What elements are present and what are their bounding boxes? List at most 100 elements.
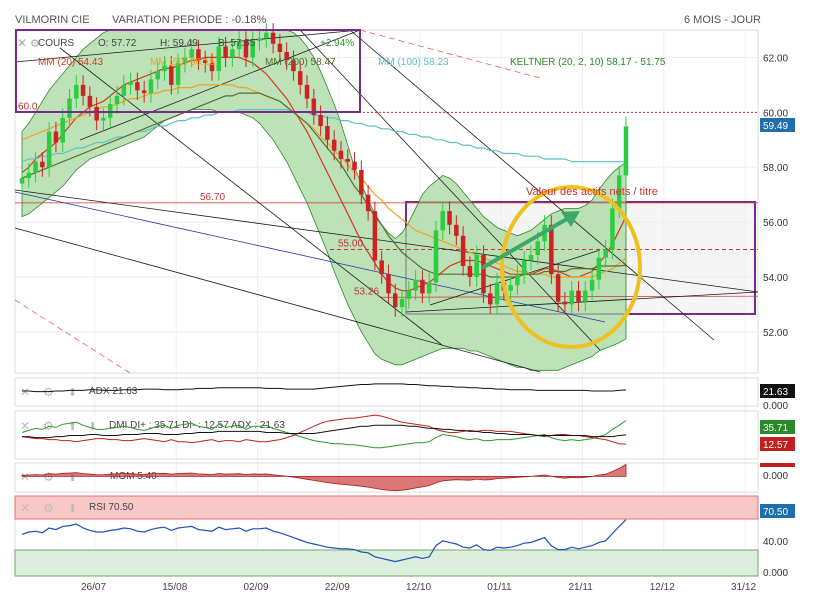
candle-body [535, 241, 541, 256]
candle-body [474, 255, 479, 277]
rsi-close-icon[interactable]: ✕ [20, 501, 30, 515]
last-price-value: 59.49 [763, 121, 788, 132]
candle-body [74, 84, 79, 99]
mom-zero-tick: 0.000 [763, 471, 788, 482]
candle-body [114, 95, 120, 105]
candle-body [467, 265, 473, 277]
dmi-plus-badge [760, 420, 795, 434]
legend-high: H: 59.49 [160, 38, 198, 49]
candle-body [270, 32, 276, 44]
candle-body [284, 51, 289, 61]
level-5326-line [379, 295, 759, 298]
rsi-label: RSI 70.50 [89, 502, 134, 513]
rsi-up-icon[interactable]: ⬆ [68, 503, 77, 515]
candle-body [365, 194, 371, 212]
mom-up-icon[interactable]: ⬆ [68, 472, 77, 484]
trendline [349, 29, 715, 341]
candle-body [406, 290, 412, 299]
candle-body [94, 106, 99, 121]
candle-body [128, 82, 133, 85]
mom-settings-icon[interactable]: ⚙ [43, 470, 54, 484]
candle-body [447, 211, 452, 225]
rsi-settings-icon[interactable]: ⚙ [43, 501, 54, 515]
candle-body [616, 175, 622, 209]
candle-body [250, 40, 255, 58]
adx-badge [760, 384, 795, 398]
rsi-badge [760, 504, 795, 518]
candle-body [223, 46, 228, 58]
dmi-panel-frame [14, 410, 759, 460]
legend-open: O: 57.72 [98, 38, 137, 49]
dmi-close-icon[interactable]: ✕ [20, 419, 30, 433]
candle-body [576, 290, 581, 302]
adx-close-icon[interactable]: ✕ [20, 385, 30, 399]
dmi-down-icon[interactable]: ⬇ [88, 421, 97, 433]
rsi-badge-value: 70.50 [763, 507, 788, 518]
y-tick-label: 58.00 [763, 163, 788, 174]
candle-body [264, 32, 269, 39]
candle-body [549, 224, 554, 275]
candle-body [40, 161, 45, 168]
candle-body [46, 131, 52, 168]
legend-keltner: KELTNER (20, 2, 10) 58.17 - 51.75 [510, 57, 666, 68]
legend-cours: COURS [38, 38, 74, 49]
trendline [14, 227, 541, 373]
candle-body [236, 40, 242, 50]
legend-mm50: MM (50) 56.15 [150, 57, 215, 68]
candle-body [420, 279, 425, 294]
candle-body [528, 255, 534, 261]
period-selector[interactable]: 6 MOIS - JOUR [683, 14, 761, 26]
candle-body [426, 282, 432, 294]
candle-body [209, 62, 215, 72]
candle-body [141, 90, 147, 94]
x-tick-label: 01/11 [487, 582, 512, 593]
dmi-plus-badge-value: 35.71 [763, 423, 788, 434]
mom-area [21, 463, 627, 492]
candle-body [603, 249, 608, 258]
y-tick-label: 54.00 [763, 273, 788, 284]
x-tick-label: 02/09 [244, 582, 269, 593]
candle-body [257, 38, 262, 41]
candle-body [338, 150, 344, 159]
trend-arrow-head [561, 211, 580, 227]
trend-arrow [480, 214, 574, 270]
earlier-zone-box [15, 29, 361, 113]
mom-close-icon[interactable]: ✕ [20, 470, 30, 484]
candle-body [589, 279, 595, 291]
candle-body [318, 115, 323, 127]
legend-close-icon[interactable]: ✕ [17, 36, 27, 50]
adx-down-icon[interactable]: ⬇ [68, 387, 77, 399]
candle-body [26, 172, 32, 179]
x-tick-label: 21/11 [569, 582, 594, 593]
y-tick-label: 56.00 [763, 218, 788, 229]
rsi-tick-40: 40.00 [763, 537, 788, 548]
candle-body [372, 211, 378, 261]
candle-body [508, 285, 513, 291]
dmi-up-icon[interactable]: ⬆ [68, 421, 77, 433]
candle-body [596, 257, 602, 280]
candle-body [230, 49, 235, 58]
trendline [14, 29, 361, 63]
rsi-line [21, 519, 627, 563]
candle-body [202, 60, 208, 63]
adx-zero-tick: 0.000 [763, 401, 788, 412]
trendline [359, 29, 541, 79]
candle-body [243, 40, 249, 58]
dmi-settings-icon[interactable]: ⚙ [43, 419, 54, 433]
candle-body [331, 139, 337, 151]
dmi-minus-badge [760, 437, 795, 451]
candle-body [121, 84, 127, 96]
legend-settings-icon[interactable]: ⚙ [30, 38, 40, 50]
last-price-badge [760, 118, 795, 132]
dmi-adx-line [22, 424, 627, 439]
candle-body [311, 98, 317, 116]
legend-mm20: MM (20) 54.43 [38, 57, 103, 68]
candle-body [386, 274, 391, 294]
candle-body [277, 43, 283, 52]
trendline [299, 29, 601, 351]
dmi-minus-badge-value: 12.57 [763, 440, 788, 451]
candle-body [19, 178, 25, 184]
candle-body [33, 161, 38, 173]
candle-body [304, 84, 310, 99]
